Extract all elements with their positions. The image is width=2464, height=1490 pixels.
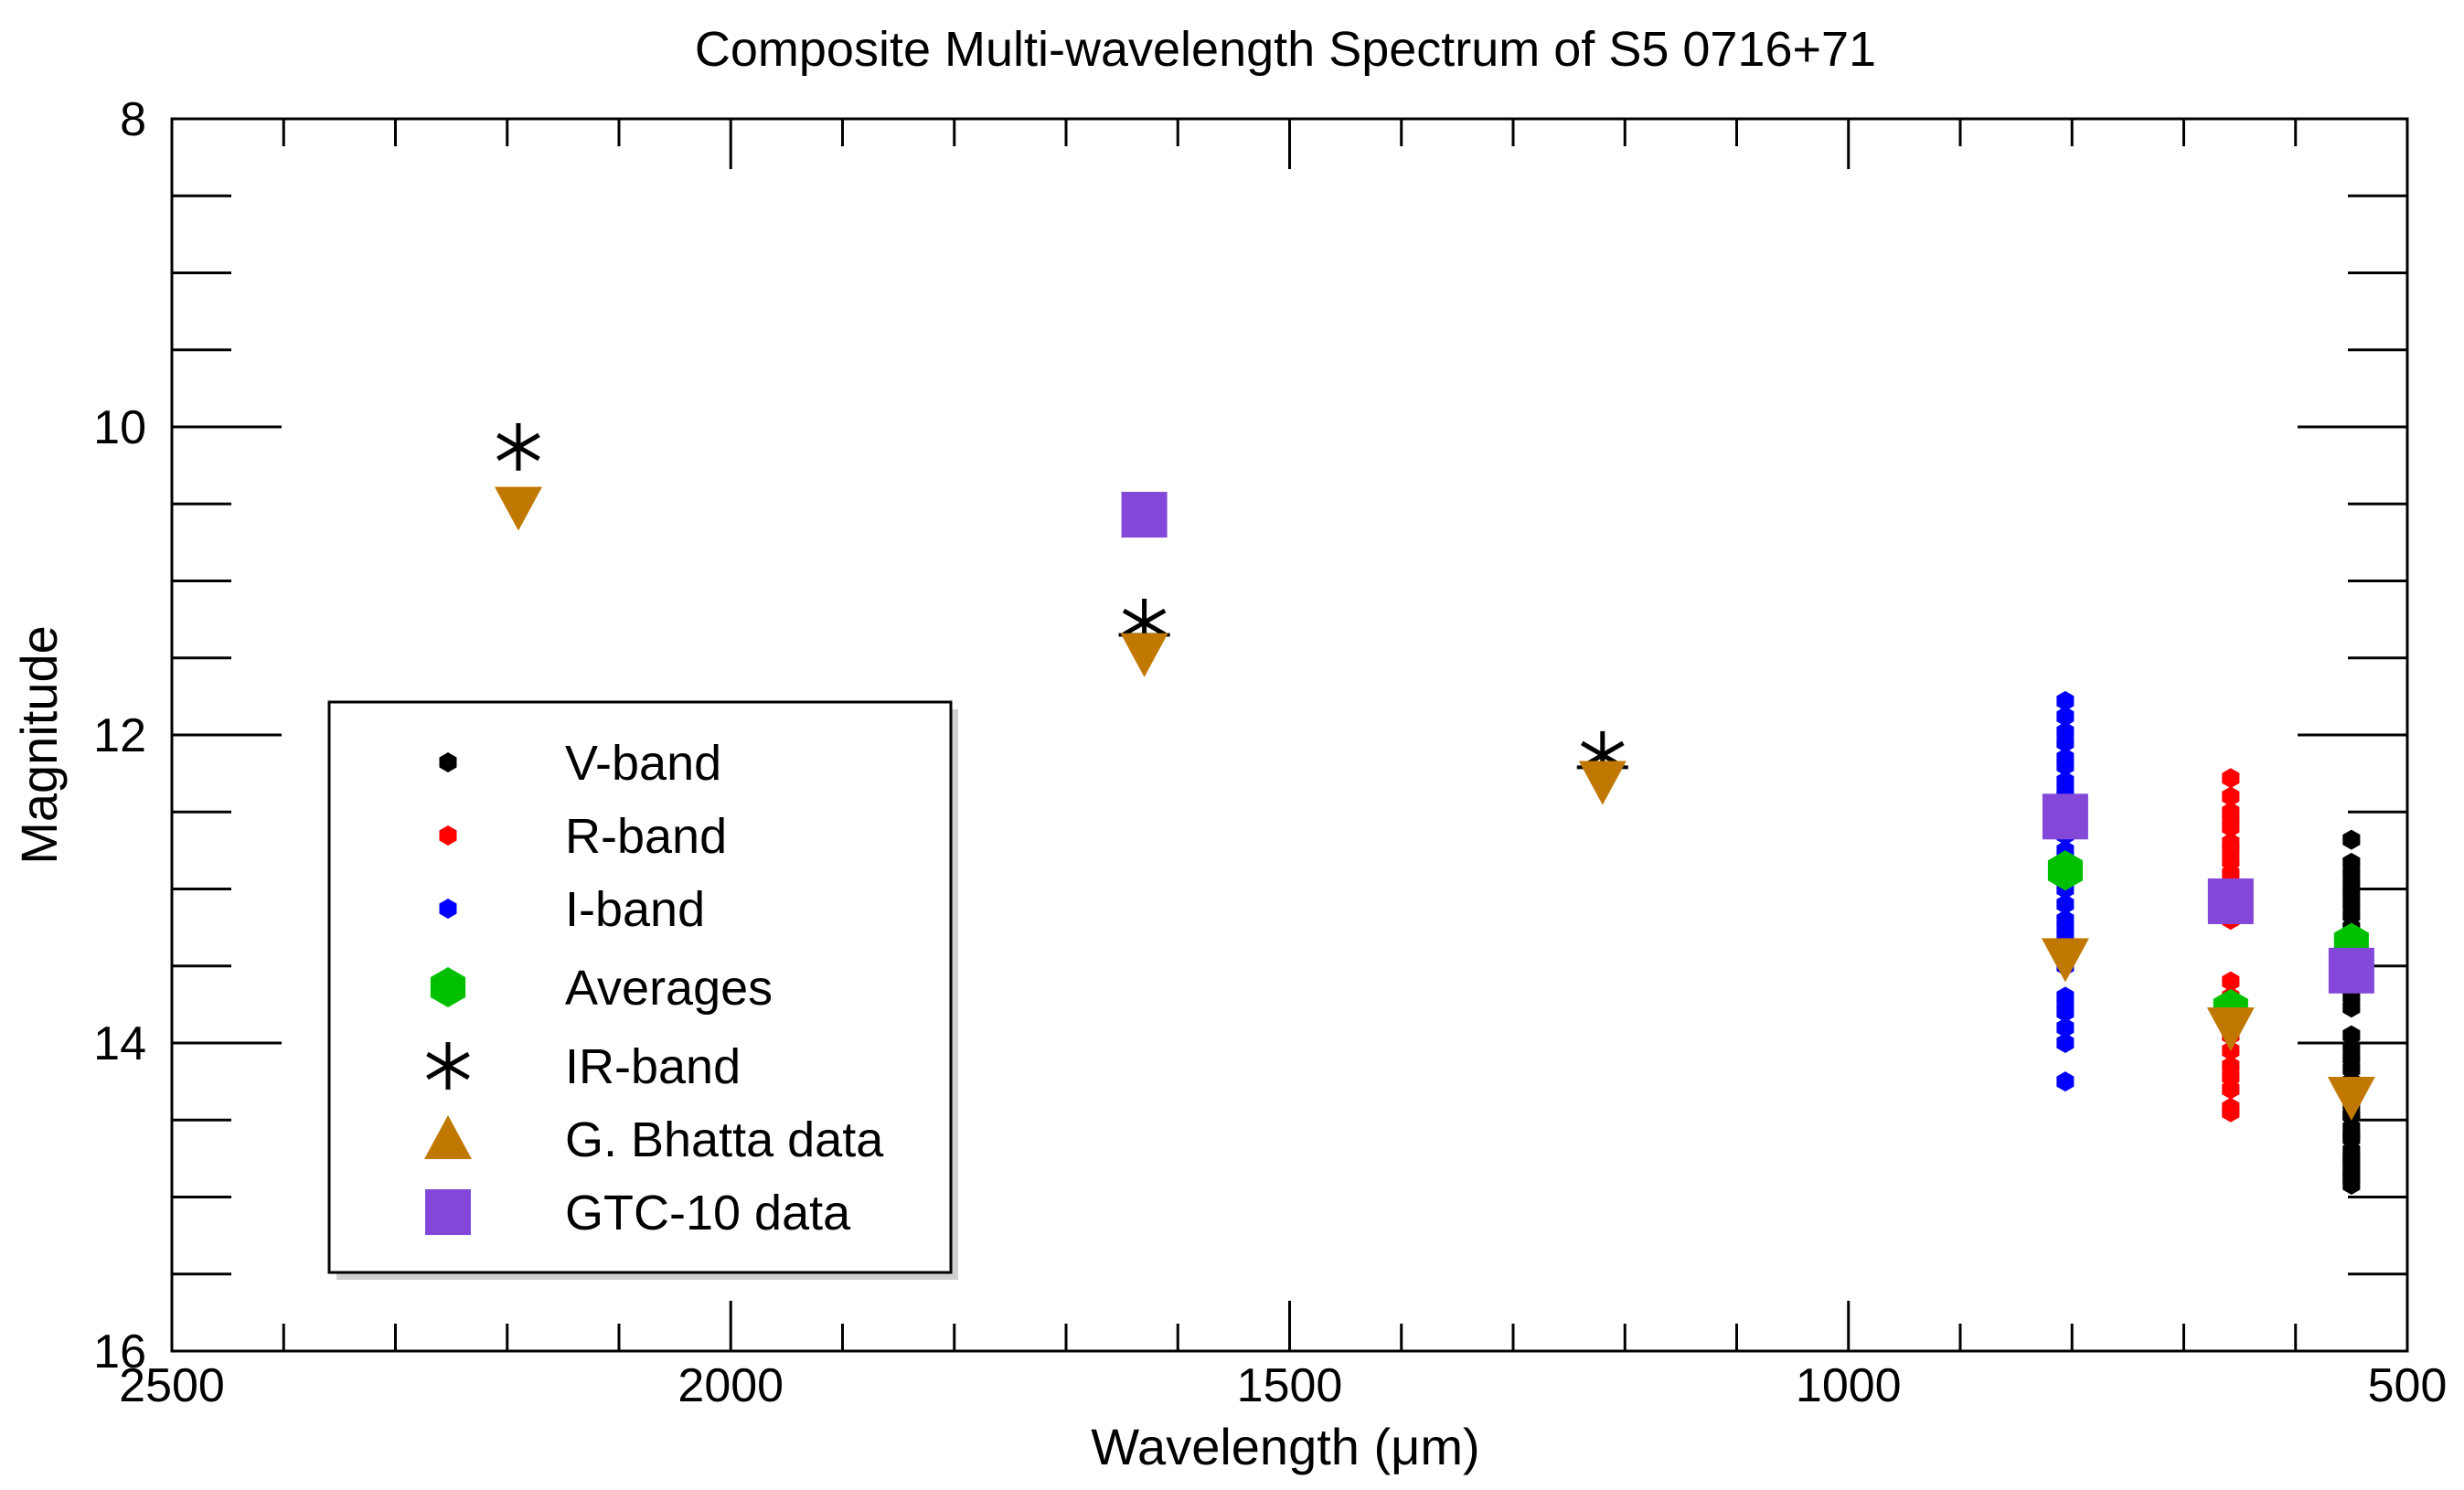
v-band-point [2342,829,2361,850]
g-bhatta-data-point [2041,938,2089,983]
g-bhatta-data-point [1578,761,1627,805]
g-bhatta-data-point [494,486,542,531]
i-band-point [2056,755,2075,776]
legend-marker-v-band [439,752,457,772]
legend-marker-g-bhatta-data [424,1115,472,1159]
y-tick-label: 10 [93,401,146,454]
series-gtc-10-data [1121,492,2374,994]
legend-label-i-band: I-band [565,882,705,937]
asterisk-stroke [426,1051,470,1080]
r-band-point [2222,840,2240,861]
i-band-point [2056,994,2075,1015]
legend-label-g-bhatta-data: G. Bhatta data [565,1112,884,1167]
gtc-10-data-point [1121,492,1168,538]
legend-marker-ir-band [426,1042,470,1090]
v-band-point [2342,1168,2361,1189]
x-tick-label: 2500 [119,1359,225,1412]
series-averages [2047,850,2369,1029]
i-band-point [2056,894,2075,915]
legend-marker-gtc-10-data [425,1189,471,1235]
chart-title: Composite Multi-wavelength Spectrum of S… [695,22,1876,77]
legend: V-band R-band I-band Averages IR-band G. Bhat… [327,700,958,1280]
legend-label-v-band: V-band [565,736,721,791]
x-tick-label: 1500 [1237,1359,1343,1412]
i-band-point [2056,1071,2075,1092]
asterisk-stroke [1122,608,1167,637]
legend-box [327,700,953,1274]
legend-label-ir-band: IR-band [565,1039,741,1094]
g-bhatta-data-point [2206,1007,2255,1052]
r-band-point [2222,1079,2240,1100]
legend-marker-r-band [439,825,457,846]
x-tick-label: 1000 [1796,1359,1902,1412]
r-band-point [2222,809,2240,830]
series-v-band [2342,829,2361,1195]
y-axis-tick-labels: 8 10 12 14 16 [93,93,146,1378]
v-band-point [2342,1125,2361,1146]
y-tick-label: 16 [93,1325,146,1378]
g-bhatta-data-point [2327,1076,2375,1121]
r-band-point [2222,1102,2240,1123]
i-band-point [2056,1033,2075,1053]
x-axis-ticks [282,119,2298,1351]
i-band-point [2056,706,2075,727]
legend-marker-averages [430,967,466,1007]
y-tick-label: 8 [120,93,146,146]
i-band-point [2056,1017,2075,1038]
y-axis-ticks [172,194,2407,1276]
y-tick-label: 12 [93,709,146,762]
legend-marker-i-band [439,899,457,919]
data-points [494,422,2375,1195]
y-tick-label: 14 [93,1017,146,1070]
r-band-point [2222,786,2240,807]
averages-point [2047,850,2083,891]
x-tick-label: 2000 [677,1359,784,1412]
r-band-point [2222,971,2240,992]
g-bhatta-data-point [1120,633,1168,677]
legend-label-r-band: R-band [565,809,727,864]
i-band-point [2056,690,2075,711]
gtc-10-data-point [2328,947,2374,994]
legend-label-gtc-10-data: GTC-10 data [565,1186,851,1240]
i-band-point [2056,917,2075,938]
gtc-10-data-point [2042,793,2088,840]
series-r-band [2222,768,2240,1123]
r-band-point [2222,768,2240,789]
gtc-10-data-point [2207,878,2254,924]
x-axis-label: Wavelength (μm) [1091,1418,1479,1475]
series-i-band [2056,690,2075,1092]
x-axis-tick-labels: 2500 2000 1500 1000 500 [119,1359,2447,1412]
series-g-bhatta-data [494,486,2375,1121]
ir-band-point [496,422,540,471]
i-band-point [2056,732,2075,753]
x-tick-label: 500 [2368,1359,2448,1412]
y-axis-label: Magnitude [10,625,68,865]
asterisk-stroke [496,432,540,462]
legend-label-averages: Averages [565,961,773,1016]
v-band-point [2342,997,2361,1018]
